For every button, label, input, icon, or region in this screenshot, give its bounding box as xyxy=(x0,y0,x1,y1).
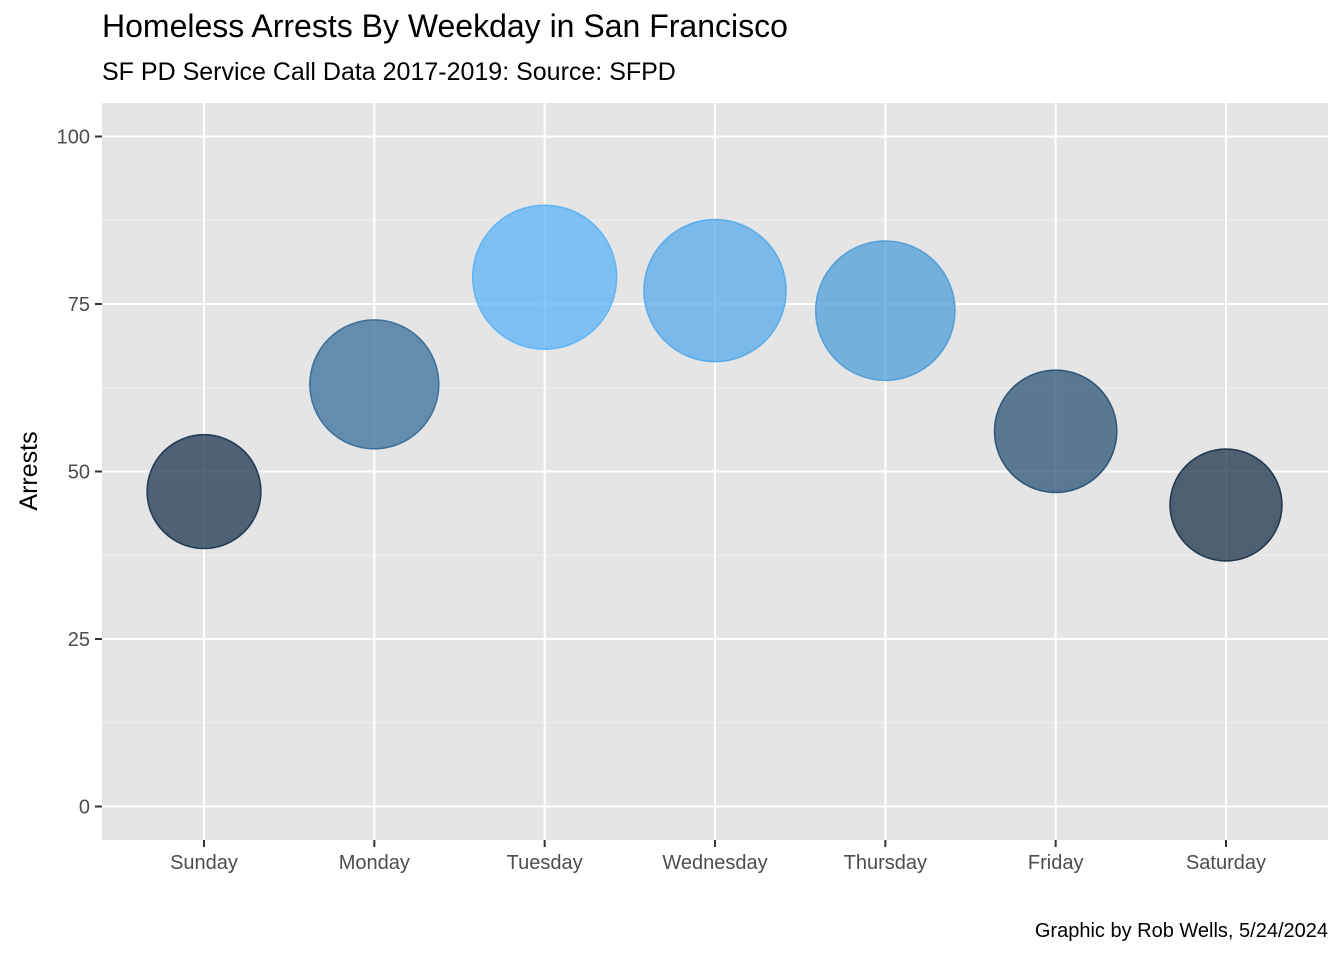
y-tick-label: 50 xyxy=(68,462,90,484)
bubble-sunday xyxy=(146,433,262,550)
y-tick-label: 75 xyxy=(68,294,90,316)
x-tick-label: Wednesday xyxy=(662,852,767,874)
chart-subtitle: SF PD Service Call Data 2017-2019: Sourc… xyxy=(102,58,676,86)
x-tick-label: Friday xyxy=(1028,852,1084,874)
x-tick-label: Thursday xyxy=(844,852,927,874)
x-tick-label: Monday xyxy=(339,852,410,874)
y-tick-label: 100 xyxy=(57,127,90,149)
x-tick-label: Sunday xyxy=(170,852,238,874)
bubble-thursday xyxy=(814,240,956,382)
y-axis: 0 25 50 75 100 xyxy=(57,127,102,819)
y-axis-title: Arrests xyxy=(15,431,43,510)
bubble-saturday xyxy=(1169,448,1283,562)
x-axis: Sunday Monday Tuesday Wednesday Thursday Frid… xyxy=(170,840,1266,874)
x-tick-label: Saturday xyxy=(1186,852,1266,874)
chart-title: Homeless Arrests By Weekday in San Franc… xyxy=(102,8,788,44)
bubble-wednesday xyxy=(643,218,787,363)
bubble-monday xyxy=(309,319,440,450)
y-tick-label: 0 xyxy=(79,797,90,819)
chart-caption: Graphic by Rob Wells, 5/24/2024 xyxy=(1034,920,1328,942)
bubble-friday xyxy=(993,369,1118,494)
bubble-tuesday xyxy=(471,204,618,350)
y-tick-label: 25 xyxy=(68,629,90,651)
bubbles xyxy=(146,204,1283,562)
x-tick-label: Tuesday xyxy=(507,852,583,874)
